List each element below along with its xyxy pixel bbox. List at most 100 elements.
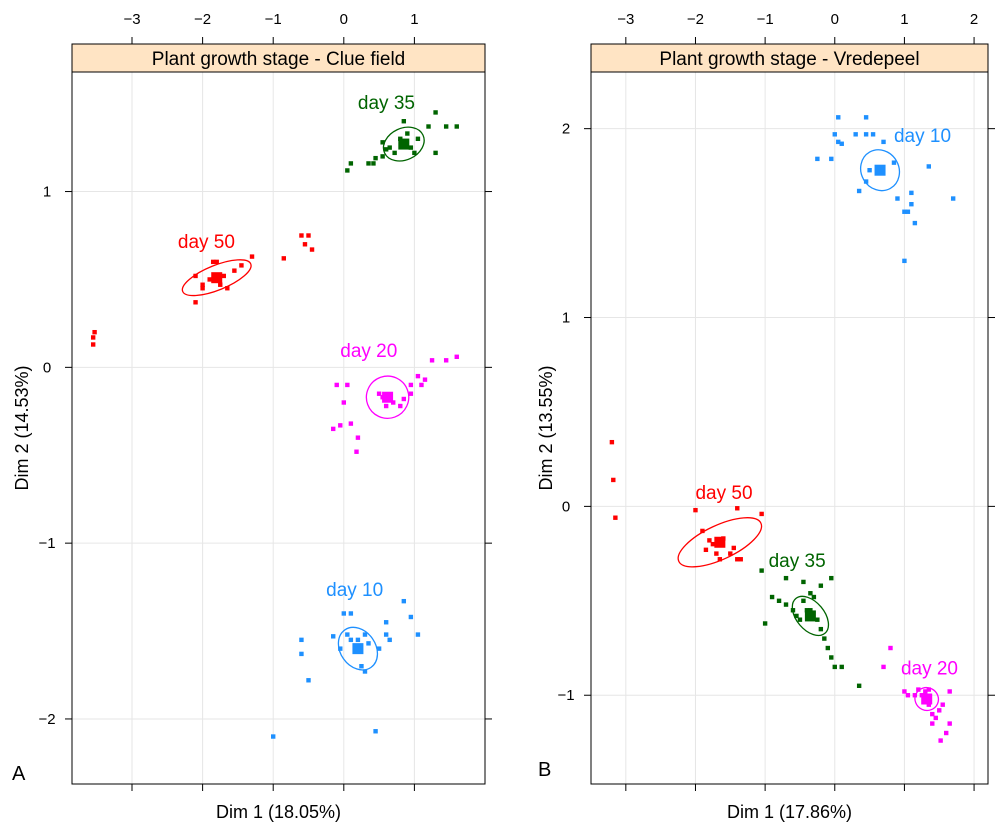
data-point (822, 636, 827, 641)
series-day-35: day 35 (759, 551, 862, 688)
plot-frame (590, 71, 989, 785)
series-label: day 10 (894, 126, 951, 147)
data-point (926, 702, 931, 707)
data-point (249, 254, 255, 259)
data-point (193, 273, 198, 279)
data-point (422, 377, 428, 382)
x-tick-label: −3 (617, 11, 634, 28)
data-point (232, 268, 237, 273)
x-tick-label: 0 (831, 11, 839, 28)
data-point (937, 708, 942, 713)
confidence-ellipse (914, 686, 940, 712)
data-point (90, 342, 96, 347)
data-point (383, 403, 389, 409)
data-point (891, 160, 897, 165)
data-point (207, 277, 212, 282)
series-day-35: day 35 (345, 93, 459, 173)
data-point (888, 645, 893, 651)
data-point (759, 511, 764, 517)
data-point (383, 632, 389, 637)
data-point (299, 233, 304, 238)
confidence-ellipse (677, 517, 763, 568)
data-point (909, 190, 914, 196)
panel-label: A (12, 763, 26, 785)
x-tick-label: 1 (410, 11, 418, 28)
data-point (794, 613, 799, 619)
x-tick-label: −1 (757, 11, 774, 28)
data-point (221, 273, 226, 279)
data-point (371, 161, 376, 166)
data-point (433, 110, 438, 115)
data-point (306, 678, 311, 683)
data-point (609, 439, 615, 445)
data-point (933, 715, 938, 721)
data-point (341, 611, 347, 616)
data-point (839, 141, 844, 146)
data-point (341, 400, 347, 405)
data-point (426, 124, 431, 129)
data-point (863, 115, 869, 120)
strip-title: Plant growth stage - Clue field (152, 49, 405, 70)
data-point (818, 626, 824, 632)
centroid-marker (714, 536, 726, 548)
data-point (825, 645, 831, 651)
data-point (415, 373, 421, 379)
data-point (398, 403, 403, 409)
data-point (895, 196, 900, 201)
x-tick-label: 1 (900, 11, 908, 28)
y-axis-label: Dim 2 (13.55%) (536, 365, 556, 490)
data-point (832, 132, 837, 137)
data-point (405, 131, 410, 136)
data-point (306, 233, 311, 238)
data-point (392, 150, 397, 156)
series-day-50: day 50 (609, 439, 764, 568)
data-point (909, 202, 914, 207)
data-point (383, 147, 389, 152)
data-point (348, 421, 354, 426)
data-point (801, 598, 806, 604)
data-point (769, 594, 775, 600)
data-point (362, 632, 368, 637)
series-day-50: day 50 (90, 232, 315, 347)
data-point (947, 721, 952, 726)
series-label: day 50 (695, 483, 752, 504)
data-point (836, 115, 841, 120)
data-point (940, 702, 945, 707)
data-point (376, 391, 382, 396)
data-point (412, 150, 417, 156)
strip-background (590, 43, 989, 73)
x-tick-label: −3 (123, 11, 140, 28)
data-point (759, 568, 764, 573)
data-point (200, 282, 205, 287)
data-point (429, 358, 435, 363)
centroid-marker (921, 693, 933, 705)
series-label: day 20 (901, 658, 958, 679)
data-point (905, 209, 911, 214)
data-point (930, 721, 935, 726)
data-point (331, 426, 336, 432)
x-tick-label: 0 (340, 11, 348, 28)
data-point (930, 711, 935, 717)
data-point (281, 256, 286, 261)
confidence-ellipse (181, 259, 252, 297)
data-point (401, 396, 407, 402)
data-point (334, 382, 339, 388)
data-point (783, 575, 789, 581)
series-day-20: day 20 (881, 645, 958, 743)
data-point (856, 188, 862, 194)
data-point (916, 687, 921, 692)
data-point (815, 156, 820, 162)
x-axis-label: Dim 1 (17.86%) (727, 802, 852, 822)
centroid-marker (211, 272, 223, 284)
data-point (348, 161, 354, 166)
series-label: day 35 (769, 551, 826, 572)
confidence-ellipse (365, 375, 410, 419)
confidence-ellipse (382, 126, 425, 162)
data-point (383, 620, 389, 625)
data-point (359, 664, 364, 669)
data-point (881, 139, 886, 145)
data-point (338, 646, 343, 651)
data-point (762, 621, 768, 626)
data-point (693, 507, 698, 513)
data-point (408, 145, 414, 150)
